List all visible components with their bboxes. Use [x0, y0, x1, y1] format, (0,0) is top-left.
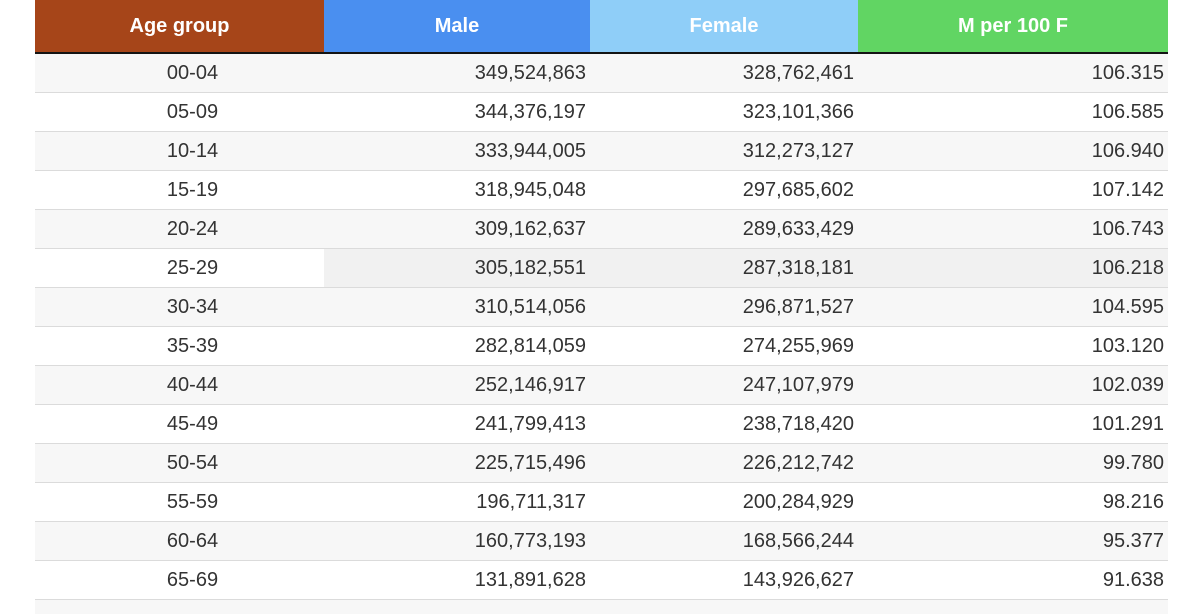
cell-male: 241,799,413 [324, 404, 590, 444]
cell-m-per-100-f: 91.638 [858, 560, 1168, 600]
population-table-container: Age group Male Female M per 100 F 00-04 3… [35, 0, 1168, 614]
cell-m-per-100-f: 95.377 [858, 521, 1168, 561]
cell-male: 196,711,317 [324, 482, 590, 522]
cell-age-group: 50-54 [35, 443, 324, 483]
table-row[interactable]: 65-69 131,891,628 143,926,627 91.638 [35, 560, 1168, 600]
cell-age-group: 60-64 [35, 521, 324, 561]
cell-male: 131,891,628 [324, 560, 590, 600]
cell-m-per-100-f: 106.940 [858, 131, 1168, 171]
cell-female: 297,685,602 [590, 170, 858, 210]
table-row[interactable]: 50-54 225,715,496 226,212,742 99.780 [35, 443, 1168, 483]
table-header: Age group Male Female M per 100 F [35, 0, 1168, 54]
cell-age-group: 45-49 [35, 404, 324, 444]
cell-age-group: 30-34 [35, 287, 324, 327]
cell-age-group: 40-44 [35, 365, 324, 405]
cell-male [324, 600, 590, 614]
cell-m-per-100-f: 106.585 [858, 92, 1168, 132]
table-row[interactable]: 05-09 344,376,197 323,101,366 106.585 [35, 92, 1168, 132]
cell-age-group: 05-09 [35, 92, 324, 132]
table-row-partial[interactable] [35, 599, 1168, 614]
cell-female: 226,212,742 [590, 443, 858, 483]
cell-female: 200,284,929 [590, 482, 858, 522]
cell-female: 287,318,181 [590, 248, 858, 288]
cell-age-group: 25-29 [35, 248, 324, 288]
cell-age-group: 10-14 [35, 131, 324, 171]
cell-age-group: 35-39 [35, 326, 324, 366]
cell-female: 274,255,969 [590, 326, 858, 366]
cell-male: 344,376,197 [324, 92, 590, 132]
column-header-age-group[interactable]: Age group [35, 0, 324, 54]
cell-m-per-100-f [858, 600, 1168, 614]
table-row[interactable]: 20-24 309,162,637 289,633,429 106.743 [35, 209, 1168, 249]
header-row: Age group Male Female M per 100 F [35, 0, 1168, 54]
cell-female: 247,107,979 [590, 365, 858, 405]
population-by-age-table: Age group Male Female M per 100 F 00-04 3… [35, 0, 1168, 614]
table-row[interactable]: 25-29 305,182,551 287,318,181 106.218 [35, 248, 1168, 288]
cell-male: 225,715,496 [324, 443, 590, 483]
table-row[interactable]: 15-19 318,945,048 297,685,602 107.142 [35, 170, 1168, 210]
cell-male: 252,146,917 [324, 365, 590, 405]
table-row[interactable]: 00-04 349,524,863 328,762,461 106.315 [35, 53, 1168, 93]
table-row[interactable]: 30-34 310,514,056 296,871,527 104.595 [35, 287, 1168, 327]
cell-m-per-100-f: 102.039 [858, 365, 1168, 405]
cell-m-per-100-f: 98.216 [858, 482, 1168, 522]
cell-male: 160,773,193 [324, 521, 590, 561]
cell-female: 168,566,244 [590, 521, 858, 561]
cell-female: 238,718,420 [590, 404, 858, 444]
table-body: 00-04 349,524,863 328,762,461 106.315 05-09 3… [35, 53, 1168, 614]
cell-male: 333,944,005 [324, 131, 590, 171]
cell-m-per-100-f: 106.743 [858, 209, 1168, 249]
cell-female: 328,762,461 [590, 53, 858, 93]
cell-male: 310,514,056 [324, 287, 590, 327]
cell-male: 349,524,863 [324, 53, 590, 93]
cell-age-group [35, 600, 324, 614]
cell-female: 289,633,429 [590, 209, 858, 249]
table-row[interactable]: 10-14 333,944,005 312,273,127 106.940 [35, 131, 1168, 171]
cell-age-group: 00-04 [35, 53, 324, 93]
cell-age-group: 55-59 [35, 482, 324, 522]
cell-male: 305,182,551 [324, 248, 590, 288]
column-header-m-per-100-f[interactable]: M per 100 F [858, 0, 1168, 54]
cell-m-per-100-f: 106.218 [858, 248, 1168, 288]
cell-m-per-100-f: 101.291 [858, 404, 1168, 444]
table-row[interactable]: 35-39 282,814,059 274,255,969 103.120 [35, 326, 1168, 366]
cell-male: 309,162,637 [324, 209, 590, 249]
cell-female: 312,273,127 [590, 131, 858, 171]
cell-female [590, 600, 858, 614]
table-row[interactable]: 60-64 160,773,193 168,566,244 95.377 [35, 521, 1168, 561]
cell-male: 282,814,059 [324, 326, 590, 366]
column-header-female[interactable]: Female [590, 0, 858, 54]
cell-female: 296,871,527 [590, 287, 858, 327]
table-row[interactable]: 45-49 241,799,413 238,718,420 101.291 [35, 404, 1168, 444]
cell-m-per-100-f: 99.780 [858, 443, 1168, 483]
cell-age-group: 65-69 [35, 560, 324, 600]
cell-male: 318,945,048 [324, 170, 590, 210]
cell-age-group: 20-24 [35, 209, 324, 249]
cell-m-per-100-f: 106.315 [858, 53, 1168, 93]
cell-age-group: 15-19 [35, 170, 324, 210]
cell-female: 323,101,366 [590, 92, 858, 132]
cell-m-per-100-f: 104.595 [858, 287, 1168, 327]
cell-female: 143,926,627 [590, 560, 858, 600]
cell-m-per-100-f: 107.142 [858, 170, 1168, 210]
column-header-male[interactable]: Male [324, 0, 590, 54]
table-row[interactable]: 55-59 196,711,317 200,284,929 98.216 [35, 482, 1168, 522]
cell-m-per-100-f: 103.120 [858, 326, 1168, 366]
table-row[interactable]: 40-44 252,146,917 247,107,979 102.039 [35, 365, 1168, 405]
